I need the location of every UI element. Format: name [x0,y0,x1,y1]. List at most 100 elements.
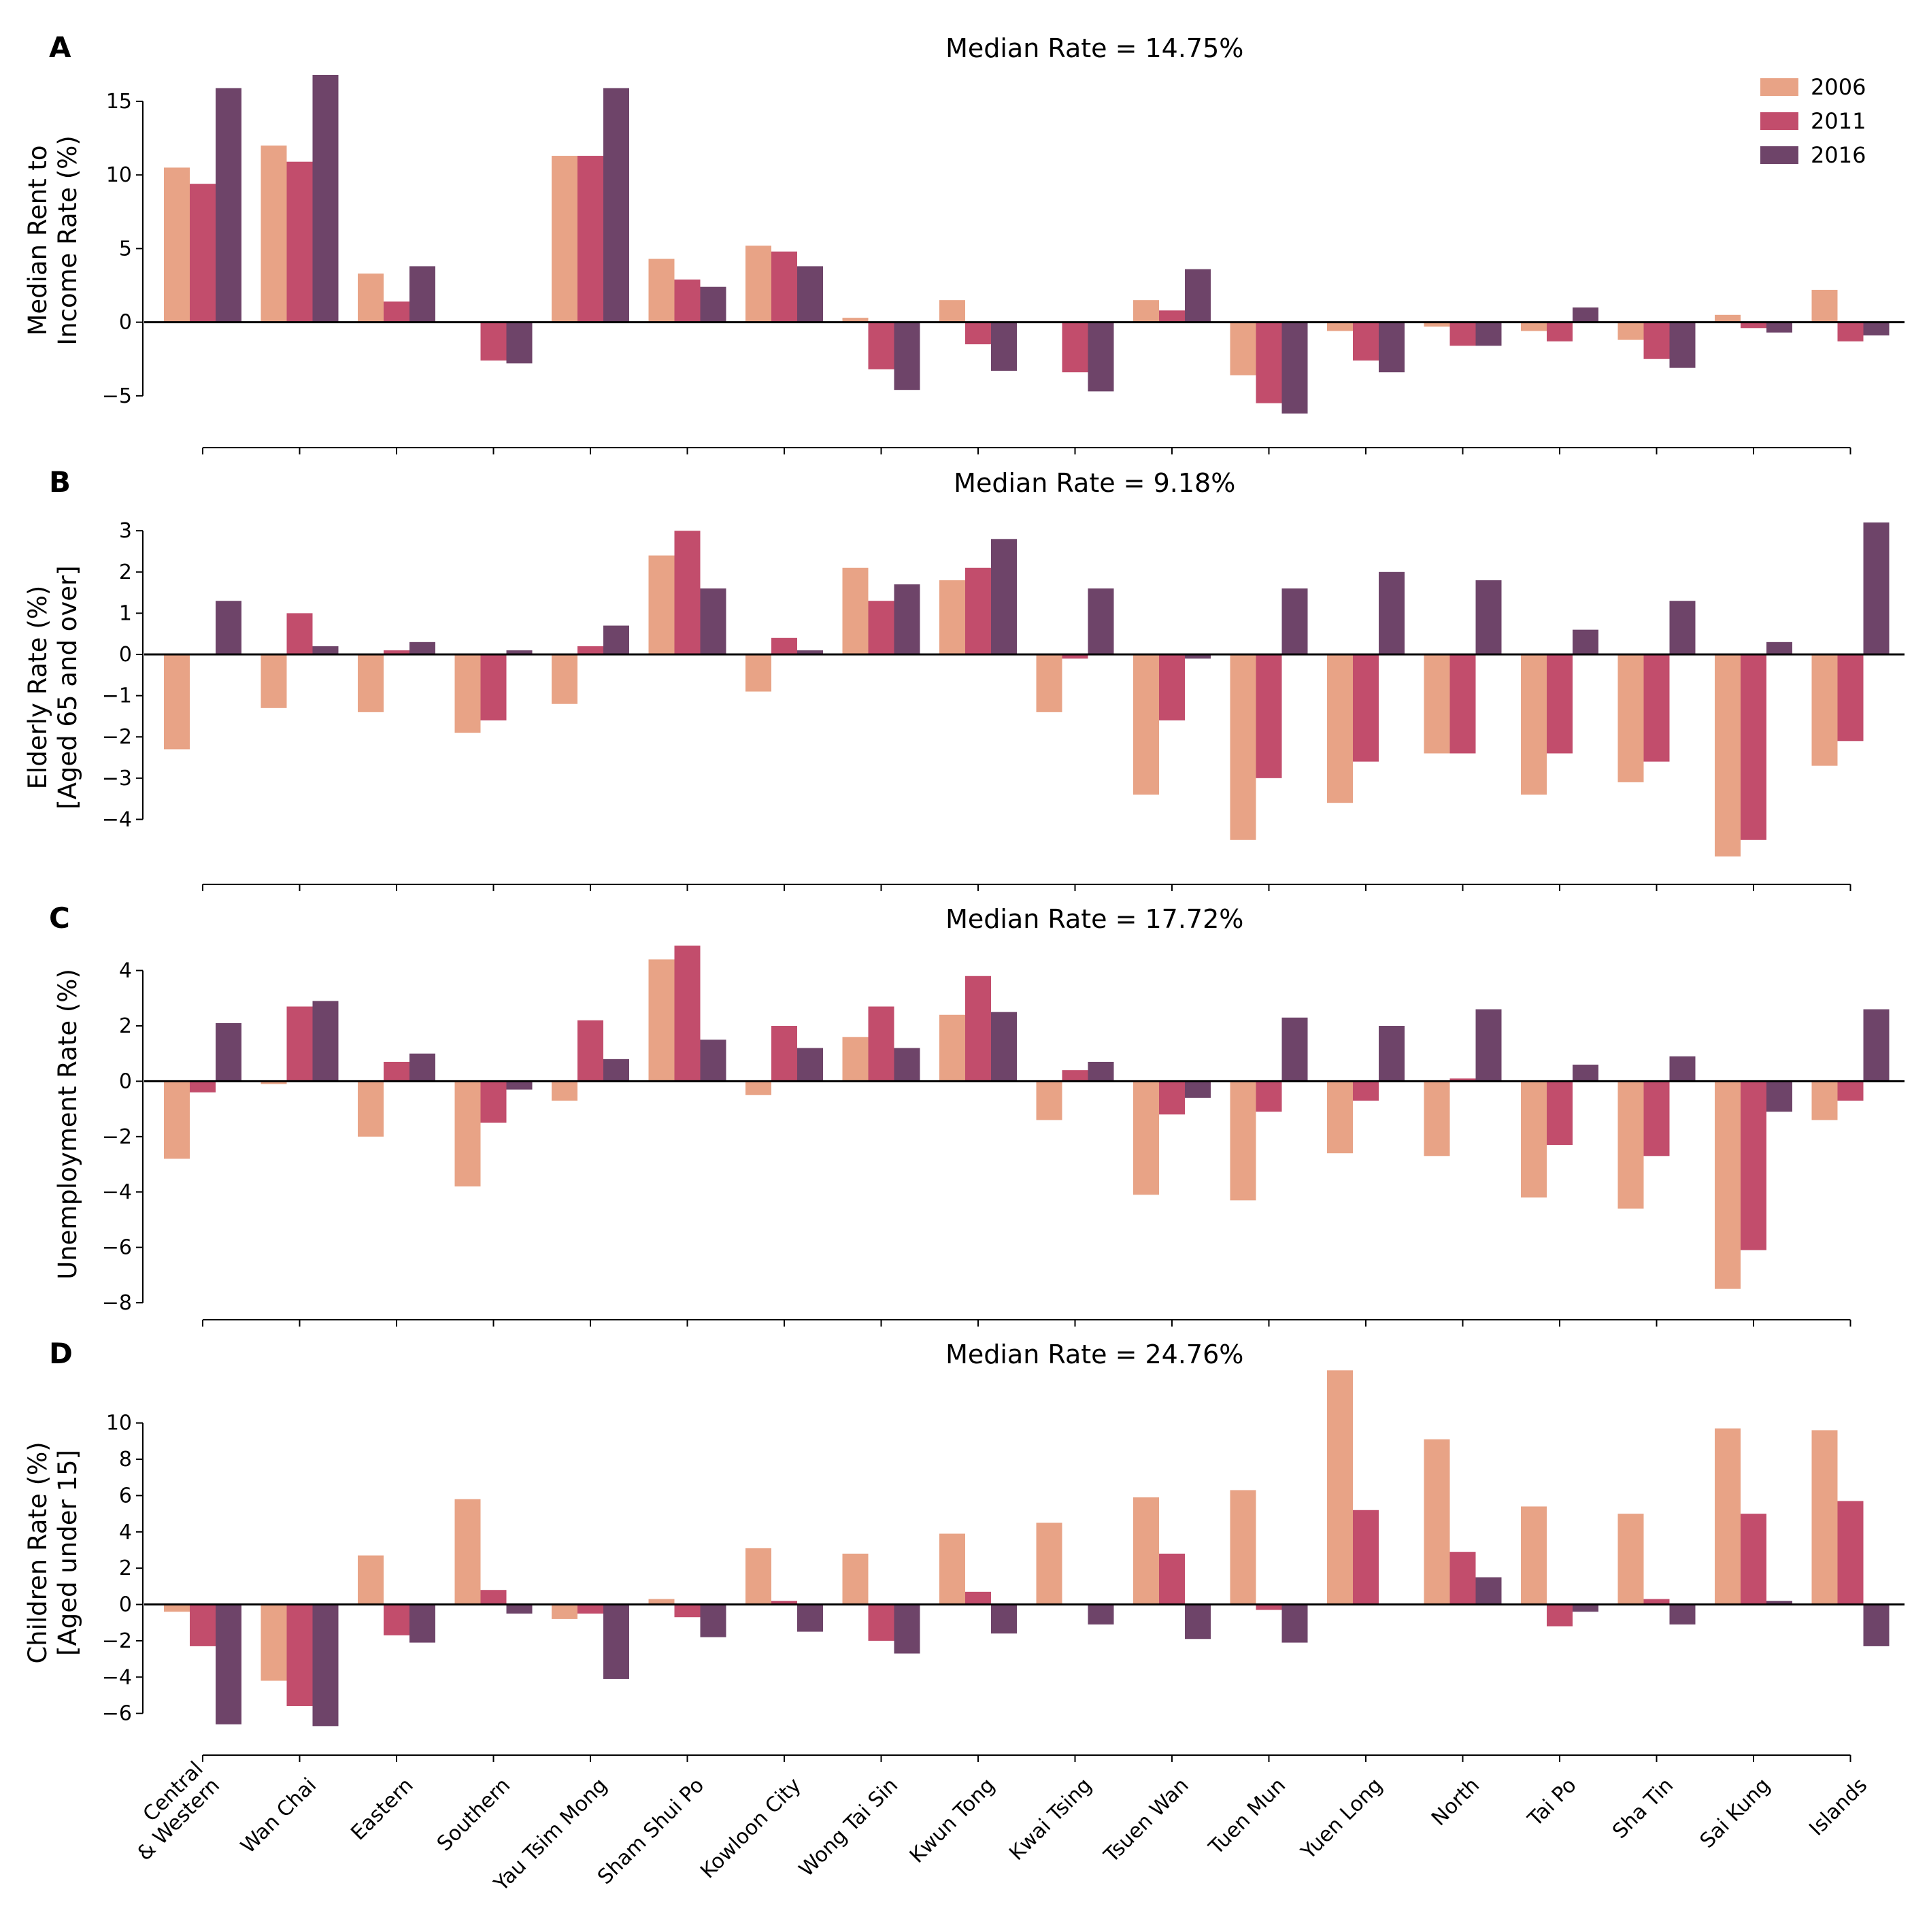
legend-swatch-2016 [1760,146,1798,164]
xtick-label-tai-po: Tai Po [1523,1773,1581,1832]
panel-b-bar-2006-yuen-long [1327,654,1353,803]
panel-b-ytick-label: −4 [102,807,132,831]
panel-b-bar-2006-wan-chai [261,654,287,708]
panel-b-bar-2011-wong-tai-sin [868,601,894,655]
panel-b-bar-2006-kwai-tsing [1036,654,1062,712]
panel-c-bar-2006-sai-kung [1715,1081,1741,1289]
panel-c-bar-2006-yau-tsim-mong [552,1081,577,1101]
panel-d-bar-2006-eastern [358,1555,384,1605]
panel-c-bar-2011-tsuen-wan [1159,1081,1185,1115]
panel-d-bar-2006-sai-kung [1715,1428,1741,1605]
legend-label-2016: 2016 [1811,142,1866,168]
panel-a-ylabel-line: Income Rate (%) [53,135,82,346]
panel-a-bar-2011-tsuen-wan [1159,310,1185,322]
panel-c-bar-2011-eastern [384,1061,409,1082]
panel-d-bar-2006-southern [454,1499,481,1605]
panel-a-bar-2011-sham-shui-po [674,279,701,322]
panel-d-bar-2011-yuen-long [1353,1510,1379,1605]
panel-d-ytick-label: 10 [106,1412,132,1435]
panel-a-bar-2011-central-western [190,184,216,322]
panel-d-bar-2006-sha-tin [1617,1514,1644,1605]
legend-label-2006: 2006 [1811,74,1866,100]
panel-c-ytick-label: 4 [119,959,132,983]
panel-d-bar-2016-sha-tin [1669,1604,1696,1625]
panel-c-bar-2016-wan-chai [312,1001,339,1082]
panel-b-bar-2011-eastern [384,650,409,655]
panel-b-bar-2006-wong-tai-sin [842,567,869,655]
panel-c-bar-2016-tuen-mun [1281,1017,1308,1082]
panel-d-bar-2016-wong-tai-sin [894,1604,920,1654]
panel-c-bar-2006-islands [1811,1081,1838,1120]
panel-d-ytick-label: 8 [119,1448,132,1471]
xtick-label-yuen-long: Yuen Long [1296,1773,1388,1865]
panel-c-bar-2006-kowloon-city [745,1081,771,1095]
panel-b-bar-2016-sha-tin [1669,601,1696,655]
panel-b-ytick-label: 2 [119,561,132,584]
panel-d-letter: D [49,1337,73,1370]
xtick-label-central-western: Central& Western [116,1757,224,1865]
panel-b-bar-2011-yuen-long [1353,654,1379,762]
xtick-label-kowloon-city: Kowloon City [696,1773,806,1884]
panel-d-bar-2011-north [1449,1552,1476,1605]
panel-a-bar-2016-wan-chai [312,75,339,322]
panel-b-bar-2011-islands [1837,654,1864,742]
panel-d-bar-2016-sai-kung [1766,1601,1792,1605]
panel-c-bar-2006-central-western [164,1081,190,1159]
panel-d-bar-2011-tuen-mun [1256,1604,1282,1610]
panel-c-ytick-label: −8 [102,1291,132,1315]
panel-b-bar-2006-sham-shui-po [648,555,675,655]
panel-c-ytick-label: 2 [119,1014,132,1038]
panel-d-bar-2016-tai-po [1573,1604,1598,1612]
panel-b-bar-2006-tai-po [1521,654,1547,795]
panel-b-bar-2006-southern [454,654,481,733]
panel-a-bar-2016-wong-tai-sin [894,322,920,390]
panel-c-bar-2006-southern [454,1081,481,1187]
panel-d-bar-2011-wan-chai [286,1604,313,1706]
panel-d-ylabel-line: Children Rate (%) [23,1442,52,1663]
panel-a-ytick-label: 10 [106,163,132,187]
panel-b-bar-2006-yau-tsim-mong [552,654,577,704]
panel-d-bar-2011-sai-kung [1741,1514,1766,1605]
panel-b-bar-2011-north [1449,654,1476,754]
panel-b-bar-2016-kowloon-city [797,650,823,655]
panel-a-bar-2011-yau-tsim-mong [577,156,603,322]
panel-b-bar-2016-kwai-tsing [1088,588,1114,655]
panel-b-bar-2016-tai-po [1573,629,1598,655]
panel-a-bar-2016-sha-tin [1669,322,1696,368]
panel-a-bar-2011-sai-kung [1741,322,1766,329]
panel-d-bar-2011-tsuen-wan [1159,1553,1185,1605]
xtick-label-wan-chai: Wan Chai [236,1773,321,1859]
panel-a-bar-2016-yau-tsim-mong [603,88,629,322]
panel-b-bar-2006-sha-tin [1617,654,1644,782]
panel-b-bar-2016-yuen-long [1379,571,1405,655]
panel-d-bar-2006-yuen-long [1327,1370,1353,1605]
xtick-label-kwai-tsing: Kwai Tsing [1005,1773,1096,1865]
panel-c-bar-2016-eastern [409,1053,435,1082]
panel-c-bar-2006-kwun-tong [939,1014,965,1082]
panel-a-bar-2016-kwai-tsing [1088,322,1114,392]
panel-a-bar-2011-tuen-mun [1256,322,1282,403]
panel-b-bar-2011-southern [480,654,507,720]
panel-b-bar-2006-kwun-tong [939,580,965,655]
xtick-label-north: North [1427,1773,1484,1831]
panel-a-bar-2011-southern [480,322,507,361]
panel-c-ytick-label: −2 [102,1125,132,1149]
panel-b-bar-2016-eastern [409,642,435,655]
panel-d-ytick-label: −2 [102,1629,132,1653]
panel-d-bar-2006-wong-tai-sin [842,1553,869,1605]
xtick-label-wong-tai-sin: Wong Tai Sin [794,1773,903,1882]
panel-a-bar-2011-yuen-long [1353,322,1379,361]
panel-a-bar-2016-north [1475,322,1502,346]
panel-a-ylabel-line: Median Rent to [23,145,52,335]
panel-a-bar-2006-tuen-mun [1230,322,1256,376]
panel-b-ylabel-line: Elderly Rate (%) [23,586,52,790]
panel-d-bar-2006-wan-chai [261,1604,287,1681]
panel-b-bar-2016-wan-chai [312,646,339,655]
panel-b-bar-2016-tsuen-wan [1185,654,1211,659]
xtick-label-tuen-mun: Tuen Mun [1204,1773,1290,1860]
panel-c-bar-2011-tuen-mun [1256,1081,1282,1112]
panel-d-ytick-label: −4 [102,1665,132,1689]
panel-c-bar-2016-kwai-tsing [1088,1061,1114,1082]
panel-b-bar-2011-kowloon-city [771,637,797,655]
panel-c-bar-2006-tai-po [1521,1081,1547,1198]
